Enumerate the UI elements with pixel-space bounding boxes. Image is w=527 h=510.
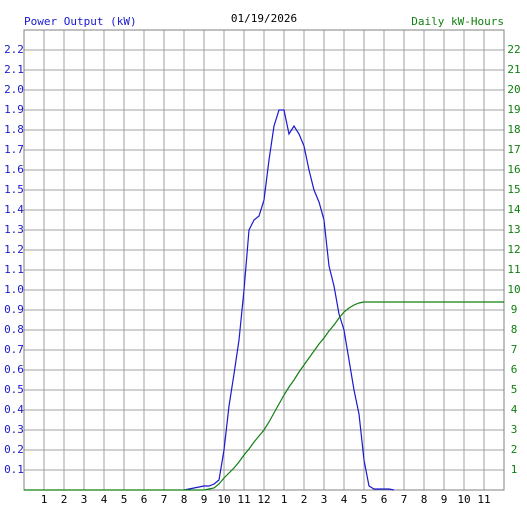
y-tick-label: 1.4 <box>4 203 24 216</box>
y2-tick-label: 18 <box>507 123 520 136</box>
x-tick-label: 4 <box>341 493 348 506</box>
y-tick-label: 0.4 <box>4 403 24 416</box>
x-tick-label: 7 <box>401 493 408 506</box>
chart-title: 01/19/2026 <box>231 12 297 25</box>
y-tick-label: 0.2 <box>4 443 24 456</box>
y-tick-label: 0.6 <box>4 363 24 376</box>
y2-tick-label: 15 <box>507 183 520 196</box>
y2-tick-label: 2 <box>511 443 518 456</box>
y2-tick-label: 14 <box>507 203 521 216</box>
y2-tick-label: 17 <box>507 143 520 156</box>
x-tick-label: 11 <box>237 493 250 506</box>
y-tick-label: 1.0 <box>4 283 24 296</box>
x-tick-label: 10 <box>457 493 470 506</box>
plot-border <box>23 29 505 491</box>
y2-tick-label: 10 <box>507 283 520 296</box>
y-tick-label: 1.9 <box>4 103 24 116</box>
y-tick-label: 2.2 <box>4 43 24 56</box>
y-tick-label: 1.8 <box>4 123 24 136</box>
y2-tick-label: 7 <box>511 343 518 356</box>
y2-tick-label: 19 <box>507 103 520 116</box>
y-tick-label: 0.1 <box>4 463 24 476</box>
x-tick-label: 3 <box>81 493 88 506</box>
y-tick-label: 1.5 <box>4 183 24 196</box>
y2-tick-label: 12 <box>507 243 520 256</box>
y2-tick-label: 8 <box>511 323 518 336</box>
y2-tick-label: 6 <box>511 363 518 376</box>
y2-tick-label: 4 <box>511 403 518 416</box>
x-tick-label: 11 <box>477 493 490 506</box>
x-tick-label: 2 <box>61 493 68 506</box>
x-tick-label: 1 <box>281 493 288 506</box>
y-tick-label: 0.9 <box>4 303 24 316</box>
y2-tick-label: 5 <box>511 383 518 396</box>
y-tick-label: 1.6 <box>4 163 24 176</box>
y2-axis-label: Daily kW-Hours <box>411 15 504 28</box>
y2-tick-label: 13 <box>507 223 520 236</box>
series-line <box>183 109 395 491</box>
y-tick-label: 0.8 <box>4 323 24 336</box>
x-tick-label: 9 <box>441 493 448 506</box>
x-tick-label: 6 <box>381 493 388 506</box>
y2-tick-label: 11 <box>507 263 520 276</box>
x-tick-label: 2 <box>301 493 308 506</box>
x-tick-label: 1 <box>41 493 48 506</box>
y2-tick-label: 1 <box>511 463 518 476</box>
y-tick-label: 0.3 <box>4 423 24 436</box>
y-axis-label: Power Output (kW) <box>24 15 137 28</box>
y2-tick-label: 9 <box>511 303 518 316</box>
x-tick-label: 8 <box>421 493 428 506</box>
x-tick-label: 3 <box>321 493 328 506</box>
y-tick-label: 2.1 <box>4 63 24 76</box>
x-tick-label: 10 <box>217 493 230 506</box>
x-tick-label: 7 <box>161 493 168 506</box>
x-tick-label: 4 <box>101 493 108 506</box>
y-tick-label: 1.3 <box>4 223 24 236</box>
series-line <box>24 301 504 491</box>
y2-tick-label: 20 <box>507 83 520 96</box>
y2-tick-label: 21 <box>507 63 520 76</box>
x-tick-label: 5 <box>121 493 128 506</box>
x-tick-label: 6 <box>141 493 148 506</box>
y-tick-label: 1.2 <box>4 243 24 256</box>
y-tick-label: 0.5 <box>4 383 24 396</box>
x-tick-label: 9 <box>201 493 208 506</box>
x-tick-label: 8 <box>181 493 188 506</box>
y-tick-label: 2.0 <box>4 83 24 96</box>
x-tick-label: 5 <box>361 493 368 506</box>
y-tick-label: 1.7 <box>4 143 24 156</box>
y-tick-label: 0.7 <box>4 343 24 356</box>
y2-tick-label: 22 <box>507 43 520 56</box>
y2-tick-label: 16 <box>507 163 520 176</box>
y-tick-label: 1.1 <box>4 263 24 276</box>
y2-tick-label: 3 <box>511 423 518 436</box>
x-tick-label: 12 <box>257 493 270 506</box>
